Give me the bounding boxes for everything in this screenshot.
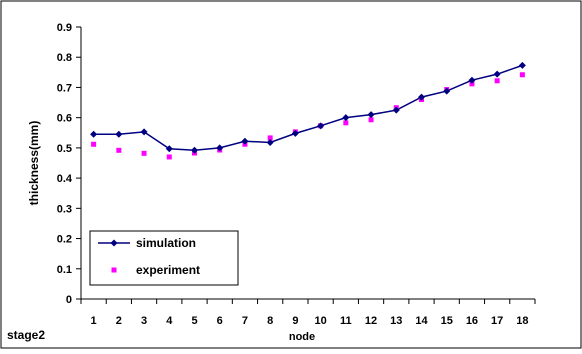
data-point-experiment: [116, 147, 122, 153]
legend-label-experiment: experiment: [136, 263, 200, 277]
data-point-experiment: [494, 78, 500, 84]
x-tick-label: 17: [491, 315, 503, 327]
y-tick-label: 0.9: [57, 22, 72, 34]
x-tick-label: 1: [91, 315, 97, 327]
data-point-experiment: [368, 117, 374, 123]
data-point-simulation: [468, 76, 476, 84]
data-point-simulation: [518, 61, 526, 69]
data-point-simulation: [291, 129, 299, 137]
stage-label: stage2: [7, 328, 45, 342]
data-point-simulation: [191, 146, 198, 154]
y-tick-label: 0.6: [57, 113, 72, 125]
data-point-simulation: [266, 138, 274, 146]
y-tick-label: 0.4: [57, 173, 73, 185]
data-point-experiment: [343, 120, 349, 126]
x-tick-label: 5: [191, 315, 197, 327]
series-layer: [90, 61, 526, 160]
data-point-experiment: [141, 150, 147, 156]
data-point-simulation: [115, 130, 123, 138]
x-tick-label: 18: [516, 315, 528, 327]
x-tick-label: 11: [340, 315, 352, 327]
legend-swatch-experiment: [111, 267, 117, 273]
data-point-simulation: [90, 130, 98, 138]
legend-marker-simulation: [110, 239, 118, 247]
legend-label-simulation: simulation: [136, 236, 196, 250]
data-point-simulation: [165, 145, 173, 153]
y-tick-label: 0.8: [57, 52, 72, 64]
x-axis-label: node: [289, 331, 315, 343]
data-point-simulation: [140, 128, 148, 136]
x-tick-label: 9: [292, 315, 298, 327]
y-tick-label: 0.2: [57, 234, 72, 246]
x-tick-label: 3: [141, 315, 147, 327]
data-point-experiment: [267, 135, 273, 141]
legend-swatch-simulation: [98, 239, 130, 247]
data-point-experiment: [166, 154, 172, 160]
y-tick-label: 0.7: [57, 82, 72, 94]
data-point-simulation: [317, 122, 325, 130]
y-axis-ticks: 0 0.1 0.2 0.3 0.4 0.5 0.6 0.7 0.8 0.9: [57, 22, 81, 306]
data-point-simulation: [443, 87, 451, 95]
y-tick-label: 0.5: [57, 143, 72, 155]
data-point-simulation: [216, 144, 224, 152]
y-tick-label: 0.3: [57, 203, 72, 215]
x-axis-ticks: 1 2 3 4 5 6 7 8 9 10 11 12 13 14 15 16 17 18: [80, 299, 536, 327]
y-tick-label: 0: [66, 294, 72, 306]
y-tick-label: 0.1: [57, 264, 72, 276]
data-point-simulation: [367, 111, 375, 119]
x-tick-label: 8: [267, 315, 273, 327]
data-point-simulation: [418, 93, 425, 101]
data-point-experiment: [469, 81, 475, 87]
x-tick-label: 7: [242, 315, 248, 327]
data-point-simulation: [392, 106, 400, 114]
x-tick-label: 4: [166, 315, 173, 327]
data-point-simulation: [342, 114, 350, 122]
legend-marker-experiment: [111, 267, 117, 273]
data-point-simulation: [241, 137, 249, 145]
x-tick-label: 2: [116, 315, 122, 327]
data-point-simulation: [493, 70, 501, 78]
series-line-simulation: [93, 64, 523, 152]
data-point-experiment: [519, 72, 525, 78]
data-point-experiment: [91, 141, 97, 147]
legend-box: [89, 230, 239, 286]
x-tick-label: 16: [466, 315, 478, 327]
x-tick-label: 15: [441, 315, 453, 327]
x-tick-label: 13: [390, 315, 402, 327]
y-axis-label: thickness(mm): [27, 121, 41, 206]
legend: simulation experiment: [89, 230, 239, 286]
x-tick-label: 10: [314, 315, 326, 327]
x-tick-label: 14: [415, 315, 428, 327]
x-tick-label: 6: [217, 315, 223, 327]
x-tick-label: 12: [365, 315, 377, 327]
